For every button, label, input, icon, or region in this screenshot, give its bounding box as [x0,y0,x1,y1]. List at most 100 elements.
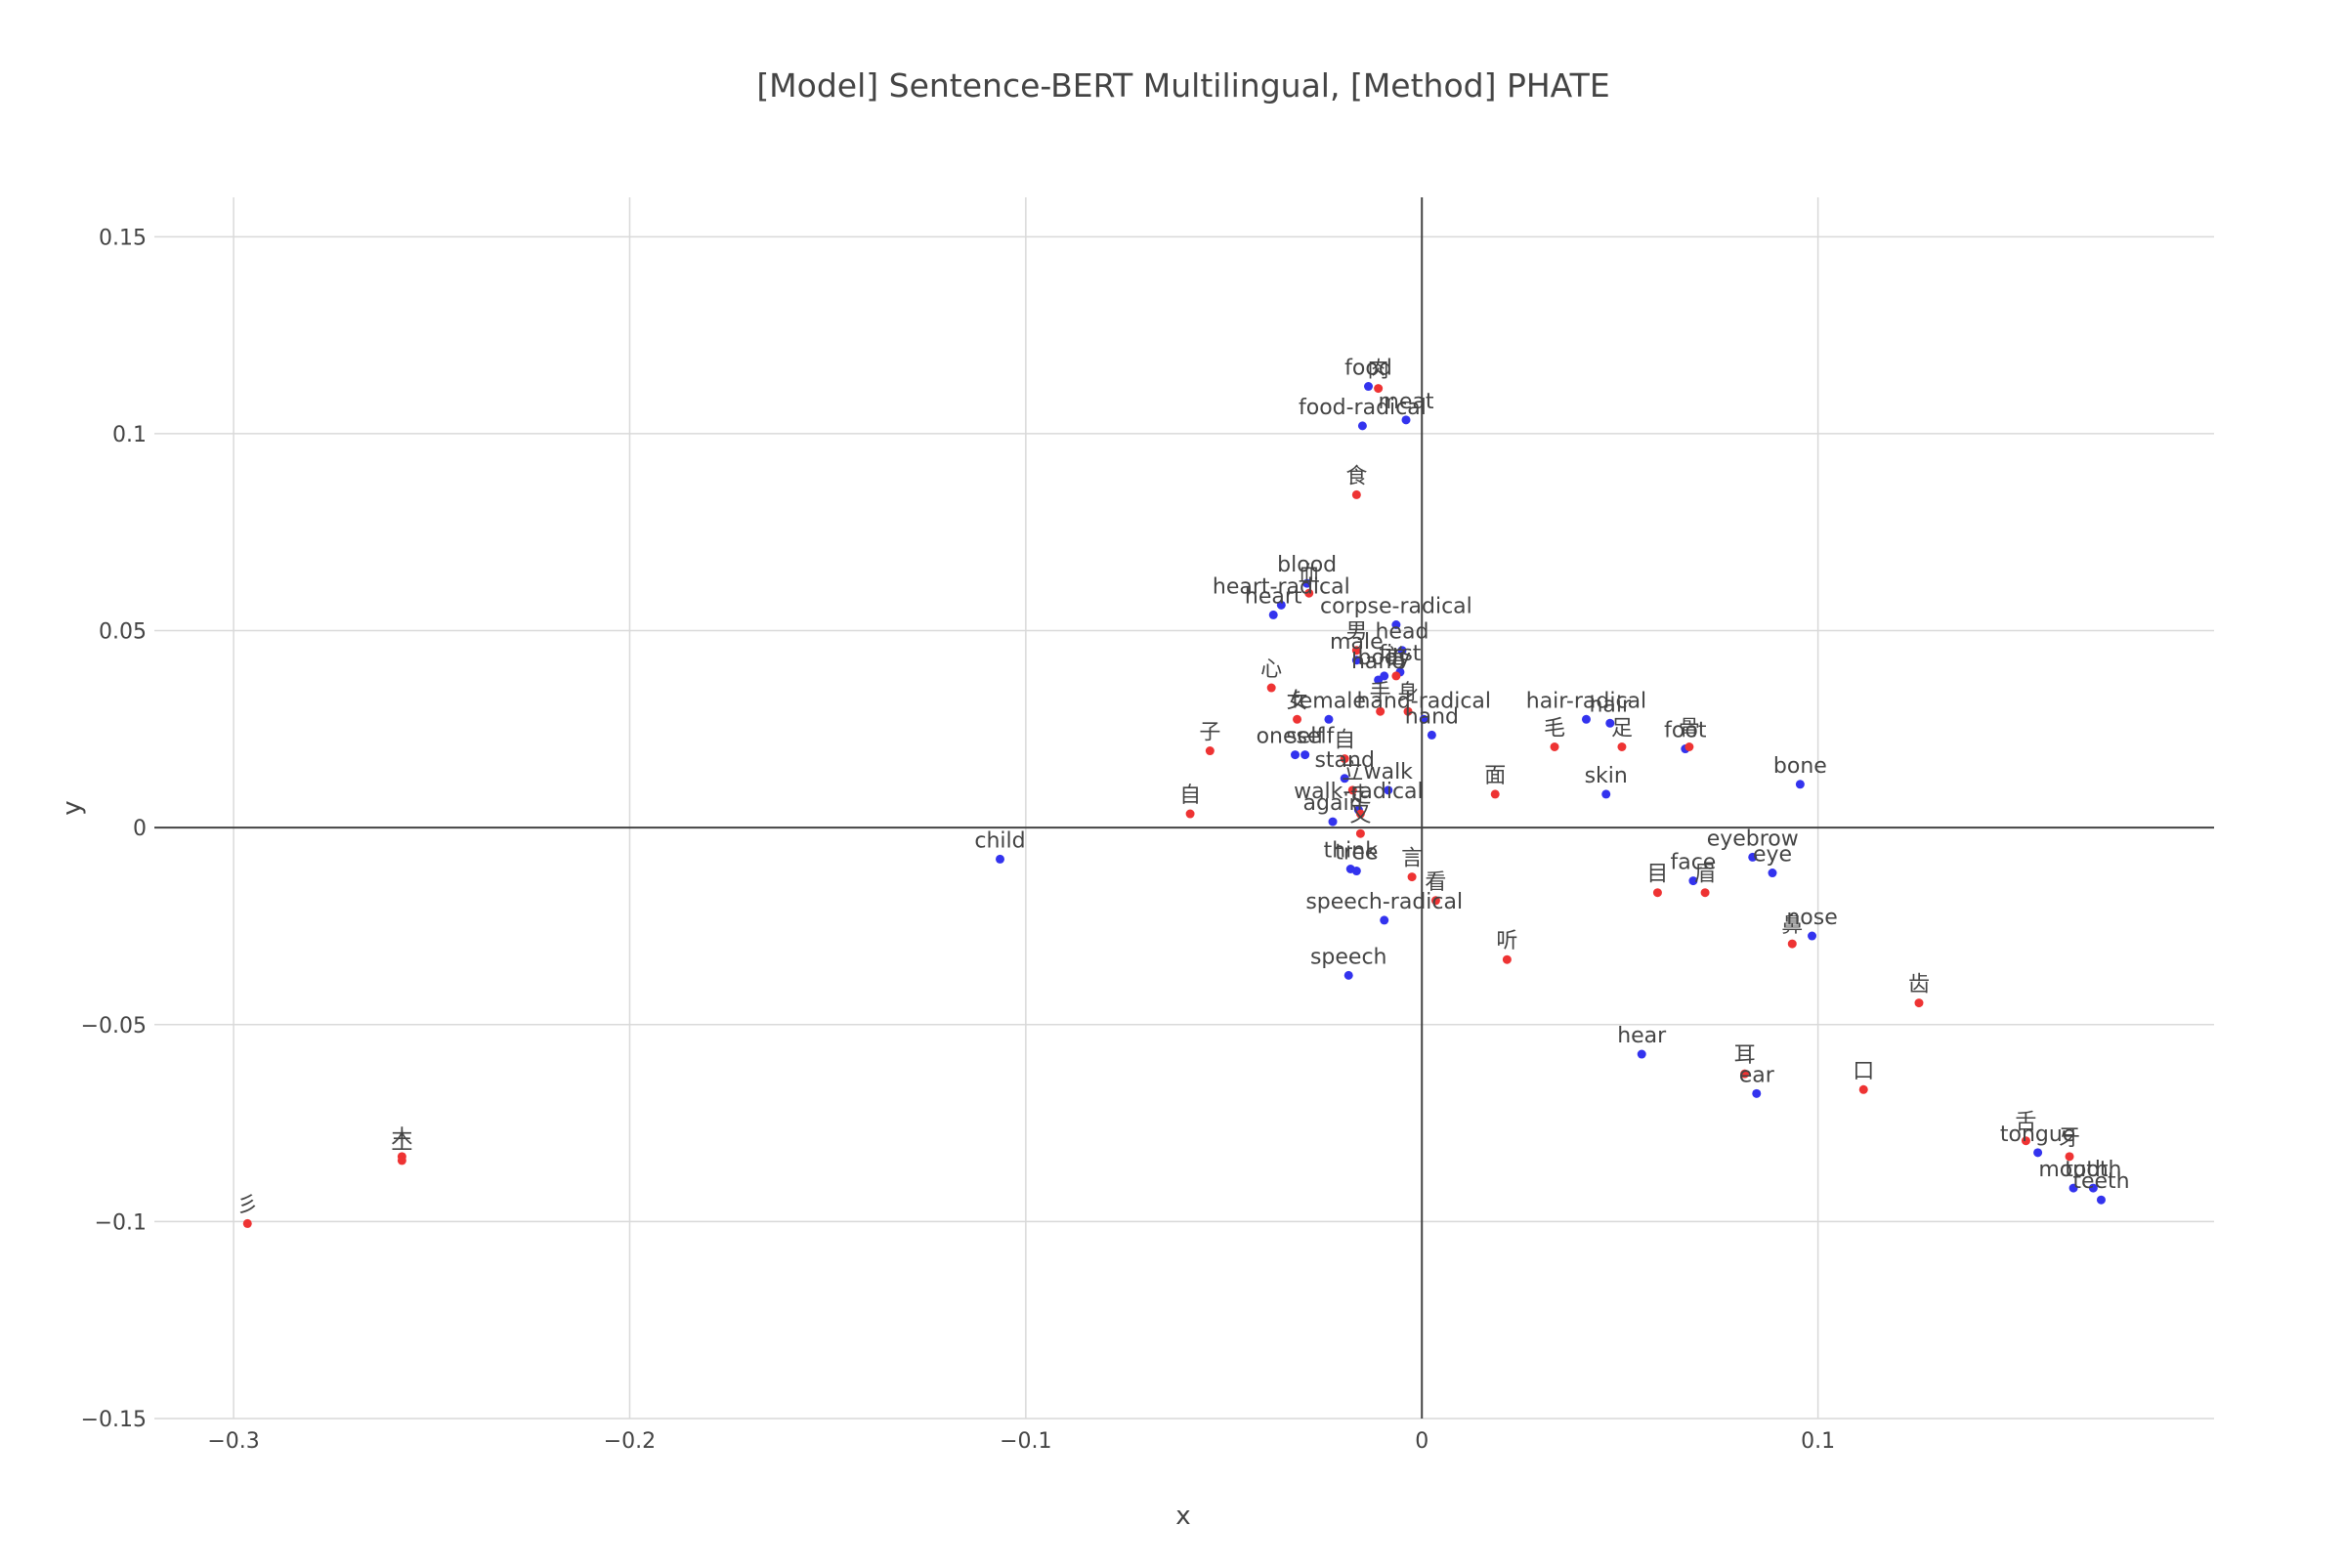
scatter-point-blue[interactable] [1427,730,1436,740]
scatter-point-blue[interactable] [1752,1088,1762,1098]
scatter-point-red[interactable] [397,1156,406,1165]
scatter-point-blue[interactable] [1384,785,1393,795]
scatter-point-red[interactable] [1502,954,1512,964]
scatter-point-blue[interactable] [1291,750,1300,760]
data-points [242,382,2106,1228]
scatter-point-blue[interactable] [1357,421,1367,431]
scatter-point-blue[interactable] [2068,1183,2078,1193]
point-label: child [974,828,1025,853]
scatter-point-blue[interactable] [1401,415,1411,425]
scatter-point-red[interactable] [242,1218,252,1228]
scatter-point-red[interactable] [1490,789,1500,799]
scatter-point-blue[interactable] [1343,970,1353,980]
scatter-point-blue[interactable] [1328,817,1338,826]
scatter-point-blue[interactable] [2033,1148,2043,1158]
scatter-point-red[interactable] [1787,939,1797,949]
scatter-point-red[interactable] [1550,742,1559,751]
scatter-point-red[interactable] [1430,896,1440,906]
scatter-point-blue[interactable] [1419,714,1428,724]
scatter-point-blue[interactable] [1324,714,1334,724]
scatter-point-blue[interactable] [1605,718,1615,728]
scatter-point-blue[interactable] [1268,610,1278,619]
scatter-point-red[interactable] [1304,588,1314,598]
scatter-point-red[interactable] [1403,706,1413,716]
scatter-point-red[interactable] [2065,1152,2074,1162]
scatter-point-blue[interactable] [1581,714,1591,724]
point-label: food-radical [1299,396,1427,420]
scatter-point-red[interactable] [2021,1136,2030,1146]
point-label: ear [1739,1063,1775,1087]
scatter-point-red[interactable] [1185,809,1195,819]
scatter-point-red[interactable] [1740,1069,1750,1079]
point-label: 骨 [1679,717,1700,742]
scatter-point-blue[interactable] [2088,1183,2098,1193]
scatter-point-red[interactable] [1293,714,1302,724]
point-label: 首 [1386,646,1407,670]
point-label: teeth [2072,1169,2129,1194]
point-label: again [1303,791,1363,816]
scatter-point-red[interactable] [1391,671,1401,681]
scatter-point-blue[interactable] [995,854,1004,864]
scatter-point-blue[interactable] [1637,1049,1646,1059]
scatter-point-blue[interactable] [1351,656,1361,665]
scatter-point-red[interactable] [1266,683,1276,693]
point-label: 言 [1401,847,1423,871]
scatter-point-blue[interactable] [1748,852,1758,862]
scatter-point-red[interactable] [1351,489,1361,499]
scatter-point-red[interactable] [1374,384,1384,394]
point-label: foot [1664,719,1707,743]
point-label: 毛 [1544,717,1565,742]
x-tick-label: −0.2 [604,1429,656,1454]
scatter-point-red[interactable] [1340,754,1349,764]
scatter-point-blue[interactable] [1364,382,1374,392]
scatter-point-blue[interactable] [1795,780,1805,789]
scatter-point-blue[interactable] [1351,867,1361,876]
scatter-point-blue[interactable] [1397,646,1407,656]
scatter-point-blue[interactable] [1340,774,1349,784]
scatter-point-blue[interactable] [2096,1195,2106,1205]
scatter-point-blue[interactable] [1688,876,1698,886]
scatter-point-blue[interactable] [1300,750,1310,760]
scatter-point-red[interactable] [1652,888,1662,898]
point-label: blood [1277,553,1337,577]
point-label: 手 [1370,681,1391,705]
scatter-point-red[interactable] [1407,872,1417,882]
scatter-point-blue[interactable] [1380,671,1389,681]
x-tick-label: −0.3 [207,1429,259,1454]
scatter-point-red[interactable] [1684,742,1694,751]
point-label: tooth [2065,1158,2121,1182]
scatter-point-blue[interactable] [1601,789,1611,799]
point-label: bone [1773,754,1827,779]
scatter-point-red[interactable] [1347,785,1357,795]
point-label: 眉 [1694,863,1716,887]
scatter-point-red[interactable] [1376,706,1386,716]
scatter-point-red[interactable] [1351,646,1361,656]
point-label: 面 [1484,764,1506,788]
point-label: head [1375,620,1428,645]
point-label: 舌 [2015,1111,2036,1135]
scatter-point-blue[interactable] [1302,578,1312,588]
point-label: 土 [391,1130,412,1155]
point-label: 彡 [236,1193,258,1217]
scatter-point-red[interactable] [1914,998,1924,1008]
point-label: hand-radical [1356,689,1491,713]
scatter-point-blue[interactable] [1808,931,1817,941]
point-label: heart-radical [1213,574,1350,599]
point-label: 口 [1853,1059,1874,1083]
scatter-point-red[interactable] [1205,746,1215,756]
point-label: 牙 [2059,1126,2080,1151]
scatter-point-red[interactable] [1700,888,1710,898]
scatter-point-red[interactable] [1617,742,1627,751]
scatter-point-blue[interactable] [1768,869,1777,878]
y-axis-title: y [58,800,87,815]
point-label: tongue [2000,1123,2075,1147]
scatter-point-blue[interactable] [1391,620,1401,629]
scatter-point-red[interactable] [1355,828,1365,838]
scatter-point-blue[interactable] [1276,600,1286,610]
point-label: walk [1364,760,1414,784]
scatter-point-blue[interactable] [1380,915,1389,925]
point-label: heart [1245,584,1302,609]
point-label: walk-radical [1294,780,1424,804]
scatter-point-red[interactable] [1858,1084,1868,1094]
scatter-point-red[interactable] [1355,809,1365,819]
